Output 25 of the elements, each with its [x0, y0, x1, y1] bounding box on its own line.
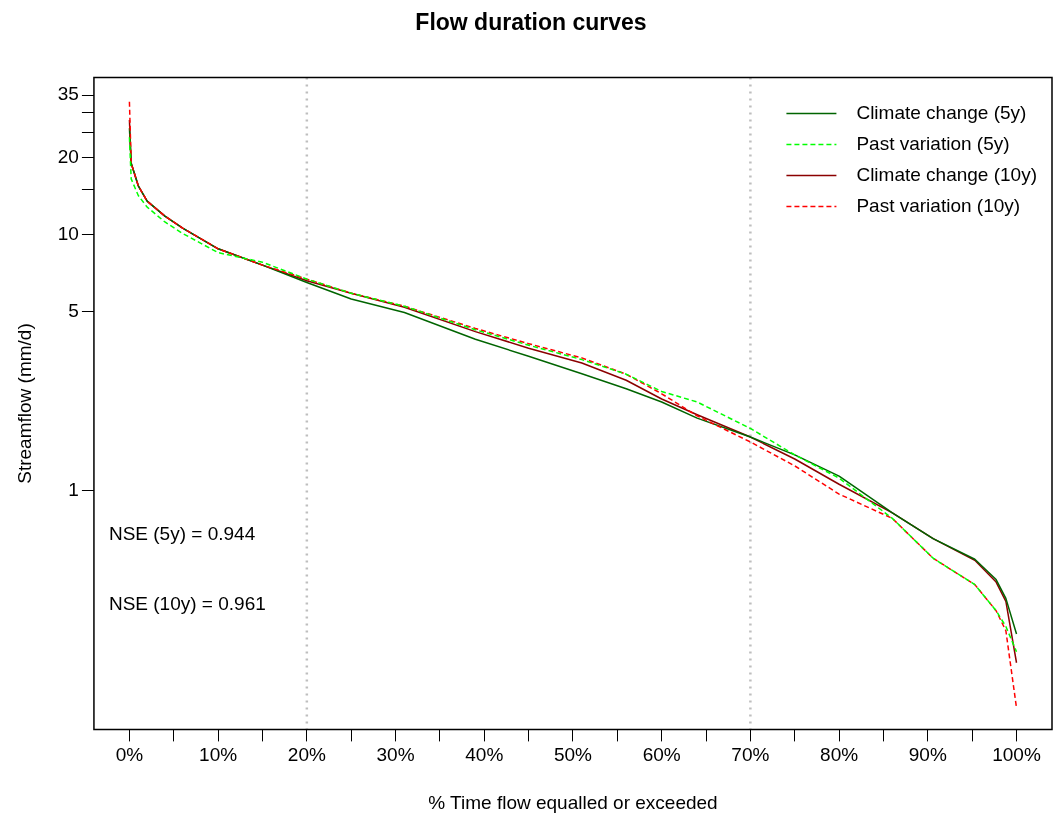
y-tick-label: 20	[57, 145, 79, 167]
x-tick-label: 20%	[287, 744, 326, 766]
legend-label: Past variation (10y)	[856, 194, 1021, 216]
x-tick-label: 80%	[820, 744, 859, 766]
legend-label: Climate change (5y)	[856, 101, 1027, 123]
x-tick-label: 100%	[992, 744, 1041, 766]
y-tick-label: 10	[57, 222, 79, 244]
y-tick-label: 35	[57, 83, 79, 105]
annotation: NSE (5y) = 0.944	[108, 522, 256, 544]
legend-label: Past variation (5y)	[856, 132, 1010, 154]
chart-title: Flow duration curves	[415, 9, 647, 36]
y-tick-label: 1	[68, 478, 79, 500]
y-axis-title: Streamflow (mm/d)	[13, 323, 35, 484]
x-tick-label: 30%	[376, 744, 415, 766]
x-tick-label: 70%	[731, 744, 770, 766]
x-tick-label: 50%	[553, 744, 593, 766]
x-tick-label: 40%	[465, 744, 504, 766]
legend-label: Climate change (10y)	[856, 163, 1038, 185]
x-tick-label: 0%	[115, 744, 144, 766]
x-tick-label: 10%	[199, 744, 238, 766]
x-tick-label: 90%	[908, 744, 947, 766]
x-tick-label: 60%	[642, 744, 681, 766]
annotation: NSE (10y) = 0.961	[108, 592, 266, 614]
y-tick-label: 5	[68, 299, 79, 321]
x-axis-title: % Time flow equalled or exceeded	[428, 791, 718, 813]
